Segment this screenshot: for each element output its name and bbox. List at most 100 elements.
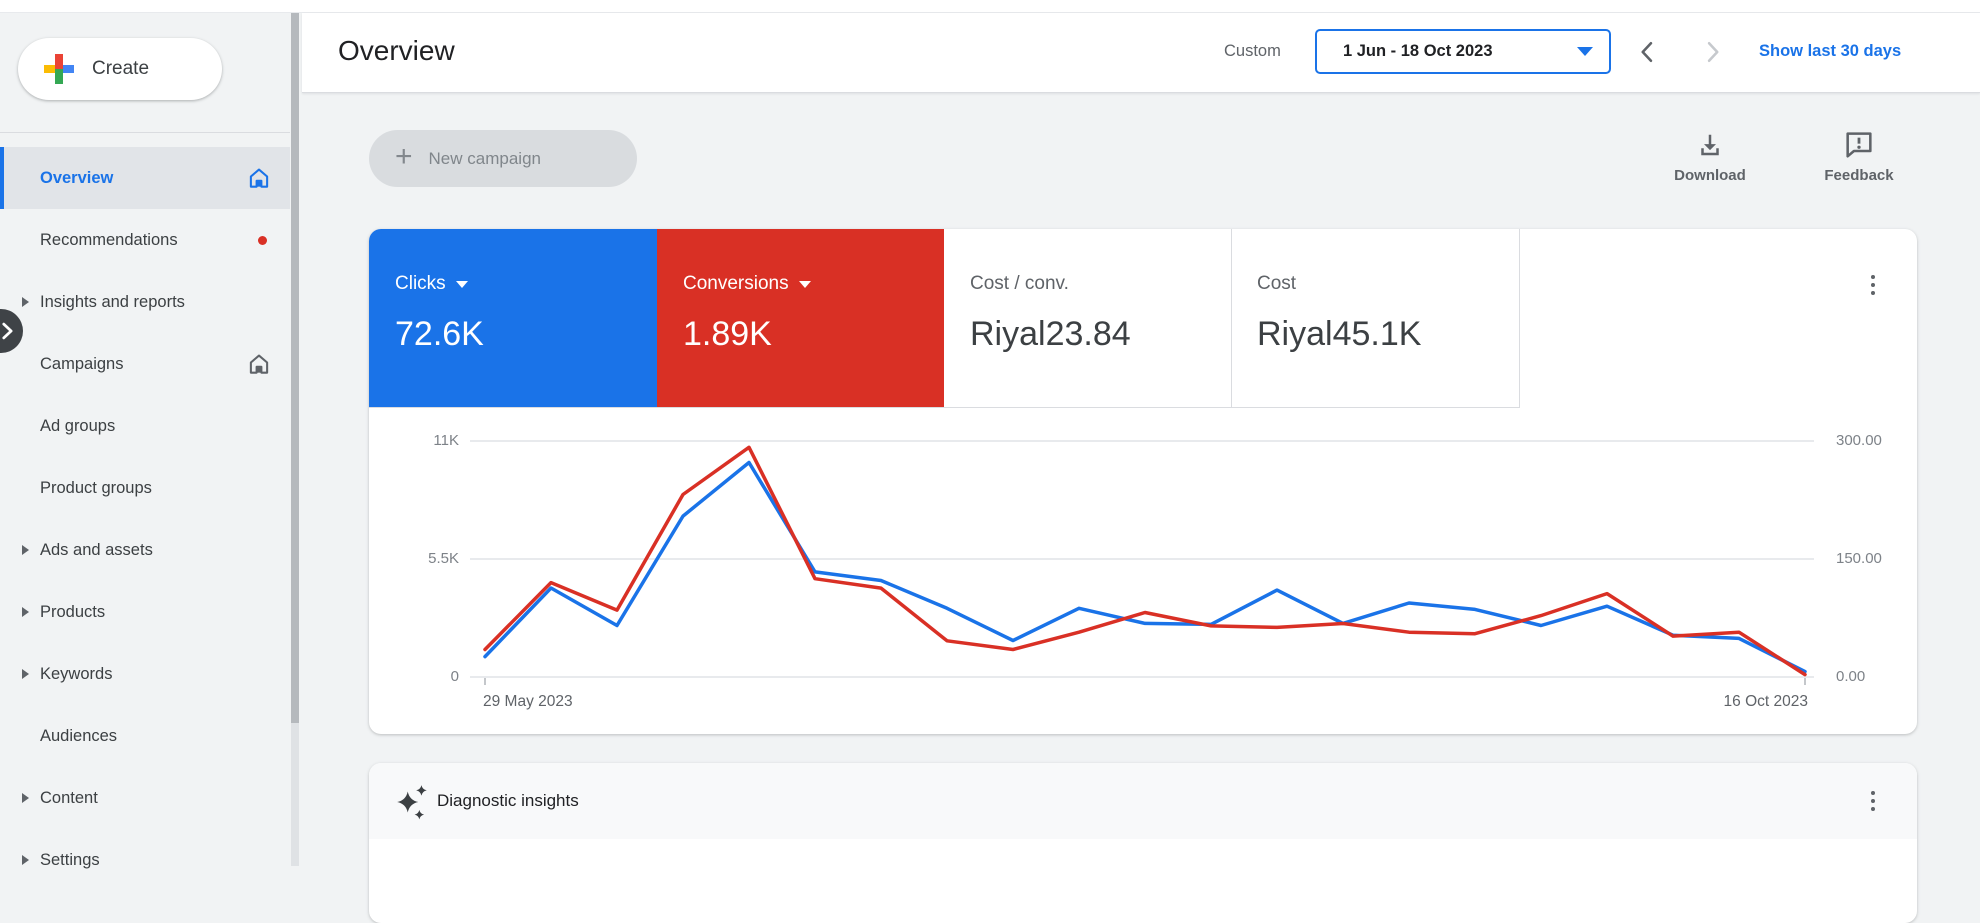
sidebar-item-label: Ads and assets [40,540,153,559]
notification-dot [258,235,267,245]
expand-triangle-icon [22,545,29,555]
expand-triangle-icon [22,607,29,617]
scorecard-clicks[interactable]: Clicks 72.6K [369,229,657,408]
scorecard-value: 72.6K [395,315,484,353]
new-campaign-button[interactable]: + New campaign [369,130,637,187]
chevron-down-icon [798,280,811,288]
show-last-30-days-link[interactable]: Show last 30 days [1759,42,1902,60]
sidebar-divider [0,132,290,133]
sidebar-item-campaigns[interactable]: Campaigns [0,333,290,395]
create-button-label: Create [92,58,150,79]
google-plus-icon [44,54,74,84]
expand-triangle-icon [22,855,29,865]
chevron-right-icon [2,322,13,340]
sidebar-item-product-groups[interactable]: Product groups [0,457,290,519]
series-clicks [483,460,1807,674]
chart-menu-kebab-icon[interactable] [1861,271,1885,299]
sidebar-item-recommendations[interactable]: Recommendations [0,209,290,271]
diagnostic-insights-card: Diagnostic insights [369,763,1917,923]
x-axis-label-end: 16 Oct 2023 [1723,693,1808,710]
date-range-value: 1 Jun - 18 Oct 2023 [1343,42,1493,60]
diagnostic-insights-title: Diagnostic insights [437,791,579,810]
left-axis-label: 0 [450,668,459,685]
scorecard-value: Riyal45.1K [1257,315,1422,353]
sidebar: Create Overview Recommendations Insights a… [0,13,302,869]
scorecard-label: Clicks [395,273,446,294]
feedback-label: Feedback [1824,167,1894,184]
selected-indicator [0,147,4,209]
left-axis-label: 5.5K [428,550,459,567]
next-period-button[interactable] [1698,38,1726,66]
axis-tick [1804,678,1806,685]
gridline [470,440,1814,442]
sidebar-scrollbar-track [291,723,299,866]
download-icon [1701,134,1719,156]
sidebar-item-label: Overview [40,168,114,187]
line-chart [483,445,1807,677]
overview-chart-card: Clicks 72.6K Conversions 1.89K Cost / conv. R… [369,229,1917,734]
x-axis-label-start: 29 May 2023 [483,693,573,710]
scorecard-label: Cost / conv. [970,273,1069,294]
sidebar-item-label: Ad groups [40,416,116,435]
gridline [470,676,1814,678]
download-button[interactable]: Download [1662,131,1758,184]
top-strip [0,0,1980,13]
sidebar-item-audiences[interactable]: Audiences [0,705,290,767]
expand-triangle-icon [22,669,29,679]
sidebar-item-label: Campaigns [40,354,124,373]
sidebar-item-ad-groups[interactable]: Ad groups [0,395,290,457]
sparkle-icon [397,785,427,820]
feedback-button[interactable]: Feedback [1811,129,1907,184]
date-range-type-label: Custom [1224,42,1281,60]
page-title: Overview [338,35,455,66]
scorecard-value: Riyal23.84 [970,315,1131,353]
home-icon [249,354,269,374]
sidebar-item-ads-and-assets[interactable]: Ads and assets [0,519,290,581]
right-axis-label: 300.00 [1836,432,1882,449]
previous-period-button[interactable] [1634,38,1662,66]
sidebar-item-products[interactable]: Products [0,581,290,643]
sidebar-item-overview[interactable]: Overview [0,147,290,209]
topbar: Overview Custom 1 Jun - 18 Oct 2023 Show… [302,13,1980,93]
home-icon [249,168,269,188]
right-axis-label: 150.00 [1836,550,1882,567]
sidebar-item-label: Settings [40,850,100,869]
chevron-down-icon [1577,47,1593,56]
diagnostic-insights-header[interactable]: Diagnostic insights [369,763,1917,839]
sidebar-item-insights-and-reports[interactable]: Insights and reports [0,271,290,333]
card-separator [369,407,1519,408]
sidebar-scrollbar-thumb[interactable] [291,13,299,723]
feedback-icon [1846,132,1872,158]
scorecard-cost[interactable]: Cost Riyal45.1K [1231,229,1519,408]
card-separator [1519,229,1520,408]
date-range-selector[interactable]: 1 Jun - 18 Oct 2023 [1315,29,1611,74]
insights-menu-kebab-icon[interactable] [1861,787,1885,815]
sidebar-item-label: Audiences [40,726,118,745]
scorecard-label: Conversions [683,273,789,294]
right-axis-label: 0.00 [1836,668,1866,685]
card-separator [1231,229,1232,408]
sidebar-item-label: Recommendations [40,230,178,249]
expand-panel-button[interactable] [0,309,23,353]
download-label: Download [1674,167,1746,184]
sidebar-item-label: Product groups [40,478,152,497]
scorecard-conversions[interactable]: Conversions 1.89K [657,229,944,408]
sidebar-item-label: Products [40,602,106,621]
scorecard-label: Cost [1257,273,1297,294]
scorecard-cost-conv[interactable]: Cost / conv. Riyal23.84 [944,229,1231,408]
gridline [470,558,1814,560]
sidebar-item-keywords[interactable]: Keywords [0,643,290,705]
new-campaign-label: New campaign [428,148,541,168]
chevron-down-icon [455,280,468,288]
sidebar-item-label: Insights and reports [40,292,185,311]
left-axis-label: 11K [433,432,459,449]
sidebar-item-content[interactable]: Content [0,767,290,829]
sidebar-item-label: Keywords [40,664,113,683]
sidebar-item-label: Content [40,788,98,807]
create-button[interactable]: Create [18,38,222,100]
expand-triangle-icon [22,793,29,803]
sidebar-item-settings[interactable]: Settings [0,829,290,891]
series-conversions [483,445,1807,677]
scorecard-value: 1.89K [683,315,772,353]
expand-triangle-icon [22,297,29,307]
